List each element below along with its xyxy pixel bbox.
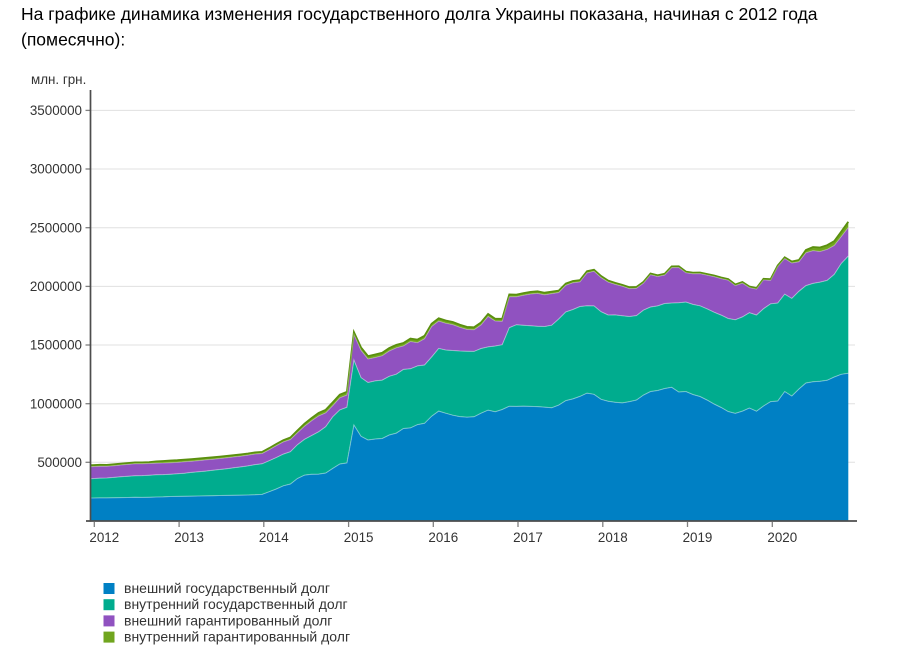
svg-text:2019: 2019: [683, 530, 713, 545]
svg-text:2000000: 2000000: [30, 279, 82, 294]
svg-text:3000000: 3000000: [30, 162, 82, 177]
svg-text:внешний государственный долг: внешний государственный долг: [124, 580, 330, 596]
svg-text:2018: 2018: [598, 530, 628, 545]
svg-text:2012: 2012: [89, 530, 119, 545]
svg-text:На графике динамика изменения: На графике динамика изменения государств…: [21, 4, 818, 24]
svg-text:(помесячно):: (помесячно):: [21, 30, 125, 50]
svg-text:внутренний гарантированный дол: внутренний гарантированный долг: [124, 629, 350, 645]
svg-text:2017: 2017: [513, 530, 543, 545]
svg-text:2013: 2013: [174, 530, 204, 545]
svg-text:2500000: 2500000: [30, 220, 82, 235]
svg-text:2020: 2020: [767, 530, 797, 545]
svg-text:1000000: 1000000: [30, 396, 82, 411]
svg-text:2014: 2014: [259, 530, 289, 545]
svg-text:внешний гарантированный долг: внешний гарантированный долг: [124, 612, 332, 628]
svg-text:3500000: 3500000: [30, 103, 82, 118]
svg-text:2015: 2015: [344, 530, 374, 545]
svg-text:2016: 2016: [428, 530, 458, 545]
svg-text:500000: 500000: [37, 455, 82, 470]
svg-text:млн. грн.: млн. грн.: [31, 72, 86, 87]
svg-text:1500000: 1500000: [30, 338, 82, 353]
svg-text:внутренний государственный дол: внутренний государственный долг: [124, 596, 348, 612]
